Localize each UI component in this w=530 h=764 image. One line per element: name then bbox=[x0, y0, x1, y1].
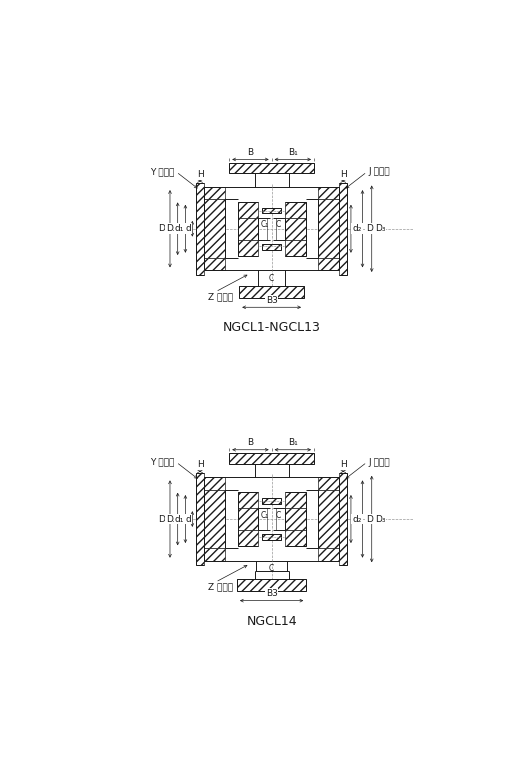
Text: d₂: d₂ bbox=[352, 225, 361, 233]
Bar bbox=[204, 549, 225, 561]
Bar bbox=[238, 218, 258, 240]
Text: D₃: D₃ bbox=[375, 225, 386, 233]
Bar bbox=[286, 218, 305, 240]
Bar bbox=[318, 478, 339, 490]
Text: B: B bbox=[248, 439, 253, 448]
Bar bbox=[286, 492, 305, 508]
Text: C: C bbox=[276, 220, 281, 229]
Text: d₁: d₁ bbox=[174, 514, 184, 523]
Bar bbox=[318, 258, 339, 270]
Text: Y 型螺孔: Y 型螺孔 bbox=[150, 458, 174, 467]
Text: D₂: D₂ bbox=[166, 225, 176, 233]
Text: H: H bbox=[340, 460, 347, 469]
Text: D: D bbox=[366, 225, 373, 233]
Bar bbox=[238, 492, 258, 508]
Text: D₁: D₁ bbox=[158, 225, 169, 233]
Text: J 型螺孔: J 型螺孔 bbox=[369, 458, 390, 467]
Bar bbox=[318, 187, 339, 199]
Text: Z 型螺孔: Z 型螺孔 bbox=[208, 582, 233, 591]
Bar bbox=[238, 240, 258, 256]
Text: D: D bbox=[366, 514, 373, 523]
Bar bbox=[229, 453, 314, 464]
Text: NGCL1-NGCL13: NGCL1-NGCL13 bbox=[223, 321, 321, 334]
Bar bbox=[286, 240, 305, 256]
Bar bbox=[204, 258, 225, 270]
Bar bbox=[237, 579, 306, 591]
Bar bbox=[239, 286, 304, 298]
Text: C₁: C₁ bbox=[261, 510, 269, 520]
Bar bbox=[318, 490, 339, 549]
Bar bbox=[262, 498, 281, 503]
Bar bbox=[339, 473, 347, 565]
Bar bbox=[286, 529, 305, 546]
Bar bbox=[238, 508, 258, 529]
Bar bbox=[204, 199, 225, 258]
Bar bbox=[262, 535, 281, 540]
Text: Y 型螺孔: Y 型螺孔 bbox=[150, 167, 174, 176]
Bar bbox=[339, 183, 347, 275]
Bar bbox=[196, 183, 204, 275]
Text: B₁: B₁ bbox=[288, 439, 298, 448]
Text: d: d bbox=[185, 225, 191, 233]
Bar bbox=[204, 187, 225, 199]
Bar bbox=[238, 529, 258, 546]
Bar bbox=[229, 163, 314, 173]
Text: d: d bbox=[185, 514, 191, 523]
Text: C: C bbox=[269, 565, 274, 574]
Text: d₂: d₂ bbox=[352, 514, 361, 523]
Bar bbox=[262, 208, 281, 213]
Text: B₁: B₁ bbox=[288, 148, 298, 157]
Bar bbox=[262, 244, 281, 250]
Bar bbox=[204, 478, 225, 490]
Bar bbox=[238, 202, 258, 218]
Bar bbox=[286, 202, 305, 218]
Text: H: H bbox=[197, 170, 204, 179]
Text: J 型螺孔: J 型螺孔 bbox=[369, 167, 390, 176]
Text: d₁: d₁ bbox=[174, 225, 184, 233]
Bar bbox=[196, 473, 204, 565]
Text: H: H bbox=[197, 460, 204, 469]
Text: D₂: D₂ bbox=[166, 514, 176, 523]
Text: C₁: C₁ bbox=[261, 220, 269, 229]
Text: D₁: D₁ bbox=[158, 514, 169, 523]
Text: Z 型螺孔: Z 型螺孔 bbox=[208, 292, 233, 301]
Bar bbox=[204, 490, 225, 549]
Bar bbox=[318, 549, 339, 561]
Text: C: C bbox=[276, 510, 281, 520]
Text: B: B bbox=[248, 148, 253, 157]
Text: NGCL14: NGCL14 bbox=[246, 614, 297, 627]
Bar bbox=[286, 508, 305, 529]
Text: B3: B3 bbox=[266, 589, 278, 598]
Text: C: C bbox=[269, 274, 274, 283]
Text: H: H bbox=[340, 170, 347, 179]
Text: D₃: D₃ bbox=[375, 514, 386, 523]
Bar bbox=[318, 199, 339, 258]
Text: B3: B3 bbox=[266, 296, 278, 305]
